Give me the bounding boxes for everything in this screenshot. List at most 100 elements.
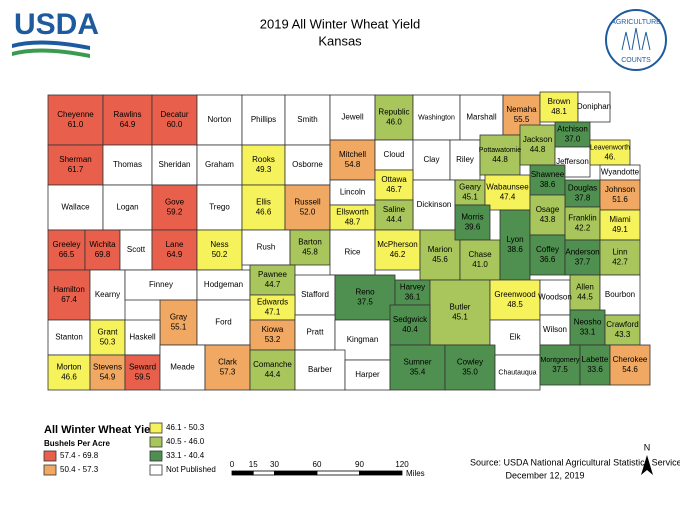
county-name: Linn (612, 248, 627, 257)
county-value: 54.6 (622, 365, 638, 374)
scale-label: 60 (313, 460, 322, 469)
county-value: 33.1 (580, 328, 596, 337)
county (249, 319, 296, 351)
county (47, 319, 91, 356)
logo: USDA (14, 8, 99, 41)
county-value: 45.1 (452, 313, 468, 322)
county (564, 206, 601, 241)
county-name: Cloud (384, 150, 405, 159)
county-name: Chase (468, 250, 492, 259)
county-name: Jewell (341, 113, 363, 122)
county (344, 359, 391, 391)
county-name: Pawnee (258, 270, 287, 279)
county-name: Sherman (59, 155, 91, 164)
county-name: Clay (423, 155, 439, 164)
county-name: Morris (461, 213, 483, 222)
county-name: Nemaha (506, 105, 537, 114)
county-value: 53.2 (265, 335, 281, 344)
county-name: Jefferson (556, 157, 589, 166)
county (519, 124, 556, 166)
county-value: 61.0 (68, 120, 84, 129)
county (454, 204, 491, 241)
county-name: Edwards (257, 298, 288, 307)
county-name: Dickinson (417, 200, 452, 209)
county-name: Rice (344, 248, 361, 257)
county-name: Stevens (93, 363, 122, 372)
county (289, 229, 331, 266)
county-name: Stafford (301, 290, 329, 299)
county-value: 55.5 (514, 115, 530, 124)
county-name: Woodson (538, 293, 572, 302)
county-name: Chautauqua (498, 369, 536, 376)
county-name: Barton (298, 238, 322, 247)
county (196, 94, 243, 146)
county-value: 66.5 (59, 250, 75, 259)
county-value: 48.1 (551, 107, 567, 116)
county (449, 139, 481, 181)
county (294, 314, 336, 351)
scale-segment (316, 470, 360, 476)
county-name: Comanche (253, 360, 292, 369)
county (599, 239, 641, 276)
county-value: 37.7 (575, 258, 591, 267)
county-name: Kearny (95, 290, 120, 299)
county-name: Sumner (403, 358, 431, 367)
seal-text: AGRICULTURE (611, 19, 661, 26)
county-value: 45.1 (462, 193, 478, 202)
county-name: Sedgwick (393, 315, 428, 324)
seal (605, 9, 667, 71)
county (329, 179, 376, 206)
legend-label: 50.4 - 57.3 (60, 465, 99, 474)
scale-segment (252, 470, 275, 476)
county-value: 48.5 (507, 300, 523, 309)
county (539, 91, 579, 123)
county-name: Harvey (400, 283, 425, 292)
county-name: Marshall (466, 113, 496, 122)
county-value: 44.8 (530, 145, 546, 154)
county-value: 44.5 (577, 293, 593, 302)
county-name: Wichita (89, 240, 116, 249)
county-name: Hodgeman (204, 280, 243, 289)
county-value: 36.6 (540, 255, 556, 264)
county (249, 264, 296, 296)
legend-title: All Winter Wheat Yield (44, 424, 160, 436)
county-map: Cheyenne61.0Rawlins64.9Decatur60.0Norton… (47, 91, 651, 391)
county (47, 229, 86, 271)
county (329, 94, 376, 141)
county-name: Mitchell (339, 150, 366, 159)
county (102, 184, 153, 231)
county-value: 48.7 (345, 218, 361, 227)
legend-swatch (149, 450, 163, 462)
county-name: Thomas (113, 160, 142, 169)
county (419, 229, 461, 281)
county-name: Greenwood (494, 290, 535, 299)
date: December 12, 2019 (505, 470, 584, 480)
county-value: 41.0 (472, 260, 488, 269)
county (539, 344, 581, 386)
county (294, 349, 346, 391)
county-name: Geary (459, 183, 481, 192)
county-name: Kingman (347, 335, 379, 344)
county-name: Allen (576, 283, 594, 292)
scale-label: 120 (395, 460, 409, 469)
county (196, 229, 243, 271)
county-name: Brown (548, 97, 571, 106)
county-name: Phillips (251, 115, 276, 124)
county (554, 121, 591, 148)
county-value: 44.4 (265, 370, 281, 379)
north-arrow (641, 455, 653, 475)
county-name: McPherson (377, 240, 417, 249)
county-name: Atchison (557, 125, 588, 134)
county-value: 50.3 (100, 338, 116, 347)
county-value: 43.8 (540, 215, 556, 224)
county-name: Clark (218, 358, 238, 367)
county-name: Pratt (307, 328, 325, 337)
county-name: Pottawatomie (479, 147, 522, 154)
county-value: 35.4 (410, 368, 426, 377)
county-value: 46.7 (386, 185, 402, 194)
county-name: Logan (116, 203, 138, 212)
county-value: 47.4 (500, 193, 516, 202)
county-name: Douglas (568, 184, 597, 193)
county (151, 184, 198, 231)
